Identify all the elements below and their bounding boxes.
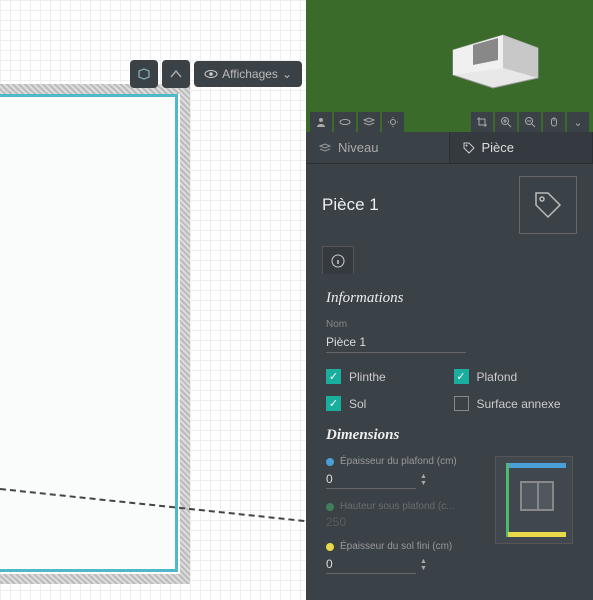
check-plafond[interactable]: ✓Plafond: [454, 369, 574, 384]
displays-label: Affichages: [222, 67, 278, 81]
tag-icon: [462, 141, 476, 155]
dim-ceiling-height: Hauteur sous plafond (c... 250: [326, 501, 483, 529]
check-plinthe[interactable]: ✓Plinthe: [326, 369, 446, 384]
toolbar-2d: Affichages ⌄: [130, 60, 302, 88]
eye-icon: [204, 67, 218, 81]
check-sol[interactable]: ✓Sol: [326, 396, 446, 411]
sub-tabs: [306, 246, 593, 274]
dimensions-diagram: [495, 456, 573, 544]
panel-header: Pièce 1: [306, 164, 593, 246]
zoom-in-icon[interactable]: [495, 112, 517, 132]
chevron-down-icon: ⌄: [282, 67, 292, 81]
section-heading-dims: Dimensions: [326, 427, 573, 444]
person-view-icon[interactable]: [310, 112, 332, 132]
diagram-height: [506, 463, 509, 537]
ceiling-height-value: 250: [326, 515, 346, 529]
crop-icon[interactable]: [471, 112, 493, 132]
room-interior[interactable]: [0, 94, 178, 572]
subtab-info[interactable]: [322, 246, 354, 274]
stepper[interactable]: ▲▼: [420, 558, 427, 572]
layers-icon: [318, 141, 332, 155]
canvas-2d[interactable]: Affichages ⌄: [0, 0, 306, 600]
checkbox-icon: ✓: [454, 369, 469, 384]
displays-dropdown[interactable]: Affichages ⌄: [194, 61, 302, 87]
checkbox-icon: ✓: [326, 396, 341, 411]
dim-ceiling-thickness: Épaisseur du plafond (cm) ▲▼: [326, 456, 483, 489]
house-3d-model[interactable]: [443, 20, 553, 90]
sun-icon[interactable]: [382, 112, 404, 132]
diagram-floor: [508, 532, 566, 537]
section-dimensions: Dimensions Épaisseur du plafond (cm) ▲▼ …: [306, 419, 593, 594]
orbit-view-icon[interactable]: [334, 112, 356, 132]
layers-icon[interactable]: [358, 112, 380, 132]
properties-panel: Niveau Pièce Pièce 1 Informations Nom ✓P…: [306, 132, 593, 600]
dim-floor-thickness: Épaisseur du sol fini (cm) ▲▼: [326, 541, 483, 574]
mouse-icon[interactable]: [543, 112, 565, 132]
checkbox-icon: ✓: [326, 369, 341, 384]
tab-level-label: Niveau: [338, 140, 378, 155]
name-label: Nom: [326, 319, 573, 330]
name-input[interactable]: [326, 332, 466, 353]
dot-icon: [326, 458, 334, 466]
ceiling-thickness-input[interactable]: [326, 470, 416, 489]
info-icon: [331, 254, 345, 268]
tag-icon: [530, 187, 566, 223]
checkbox-icon: [454, 396, 469, 411]
check-annexe[interactable]: Surface annexe: [454, 396, 574, 411]
panel-title: Pièce 1: [322, 195, 379, 215]
stepper[interactable]: ▲▼: [420, 473, 427, 487]
dot-icon: [326, 543, 334, 551]
tab-room[interactable]: Pièce: [450, 132, 593, 163]
chevron-down-icon[interactable]: ⌄: [567, 112, 589, 132]
floor-thickness-input[interactable]: [326, 555, 416, 574]
tab-level[interactable]: Niveau: [306, 132, 450, 163]
view-mode-2d-icon[interactable]: [162, 60, 190, 88]
dot-icon: [326, 503, 334, 511]
section-heading-info: Informations: [326, 290, 573, 307]
tab-room-label: Pièce: [482, 140, 515, 155]
diagram-ceiling: [508, 463, 566, 468]
zoom-out-icon[interactable]: [519, 112, 541, 132]
room-type-icon-button[interactable]: [519, 176, 577, 234]
diagram-window: [520, 481, 554, 511]
view-mode-3d-icon[interactable]: [130, 60, 158, 88]
toolbar-3d: ⌄: [306, 112, 593, 134]
section-informations: Informations Nom ✓Plinthe ✓Plafond ✓Sol …: [306, 274, 593, 419]
panel-tabs: Niveau Pièce: [306, 132, 593, 164]
